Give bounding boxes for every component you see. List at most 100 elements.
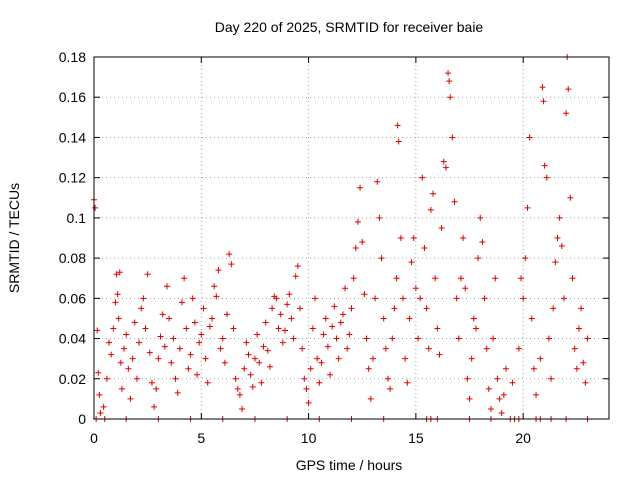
data-point [526,134,533,141]
data-point [155,355,162,362]
data-point [584,335,591,342]
data-point [121,345,128,352]
data-point [260,343,267,350]
x-tick-label: 0 [90,430,98,446]
data-point [541,162,548,169]
data-point [116,269,123,276]
data-point [286,291,293,298]
data-point [181,275,188,282]
chart-title: Day 220 of 2025, SRMTID for receiver bai… [215,19,484,35]
data-point [402,355,409,362]
data-point [569,275,576,282]
data-point [204,379,211,386]
data-point [140,295,147,302]
data-point [281,327,288,334]
data-point [453,295,460,302]
data-point [262,319,269,326]
data-point [582,379,589,386]
data-point [524,204,531,211]
data-point [236,391,243,398]
data-point [380,315,387,322]
y-tick-label: 0.02 [59,371,86,387]
y-tick-label: 0.04 [59,331,86,347]
y-tick-label: 0.08 [59,250,86,266]
data-point [446,78,453,85]
data-point [217,345,224,352]
data-point [361,291,368,298]
data-point [183,325,190,332]
data-point [100,403,107,410]
data-point [365,365,372,372]
data-point [376,214,383,221]
data-point [288,315,295,322]
data-point [374,178,381,185]
data-point [417,295,424,302]
data-point [487,405,494,412]
data-point [357,184,364,191]
data-point [151,403,158,410]
data-point [496,395,503,402]
data-point [520,295,527,302]
data-point [440,158,447,165]
data-point [215,267,222,274]
data-point [442,164,449,171]
data-point [234,385,241,392]
data-point [279,339,286,346]
data-point [148,379,155,386]
data-point [211,283,218,290]
data-point [522,255,529,262]
data-point [314,355,321,362]
data-point [245,351,252,358]
data-point [129,355,136,362]
data-point [460,235,467,241]
data-point [187,351,194,358]
data-point [560,295,567,302]
data-point [485,385,492,392]
data-point [404,379,411,386]
data-point [550,305,557,312]
data-point [307,365,314,372]
data-point [194,371,200,378]
data-point [144,271,151,278]
data-point [378,255,385,262]
data-point [412,285,419,292]
data-point [369,355,376,362]
data-point [327,371,334,378]
data-point [468,355,475,362]
data-point [483,345,490,352]
data-point [335,355,342,362]
data-point [578,305,585,312]
data-point [178,299,185,306]
data-point [492,275,499,282]
data-point [344,345,351,352]
data-point [264,347,271,354]
y-tick-label: 0.16 [59,89,86,105]
data-point [494,375,501,382]
data-point [481,295,488,302]
data-point [394,122,401,129]
data-point [251,355,258,362]
data-point [571,345,578,352]
data-point [153,385,160,392]
y-tick-label: 0 [78,411,86,427]
data-point [423,305,430,312]
data-point [241,365,248,372]
plot-frame [93,56,610,420]
data-point [303,385,310,392]
x-tick-label: 10 [301,430,317,446]
data-point [558,243,565,250]
data-point [445,70,452,77]
data-point [548,375,555,382]
data-point [331,303,338,310]
data-point [94,327,101,334]
data-point [166,315,173,322]
data-point [503,365,509,372]
data-point [477,214,484,221]
data-point [406,315,413,322]
data-point [436,351,443,358]
data-point [189,295,196,302]
data-point [196,339,203,346]
x-tick-labels: 0 5 10 15 20 [90,430,531,446]
data-point [575,325,582,332]
data-point [269,305,276,312]
